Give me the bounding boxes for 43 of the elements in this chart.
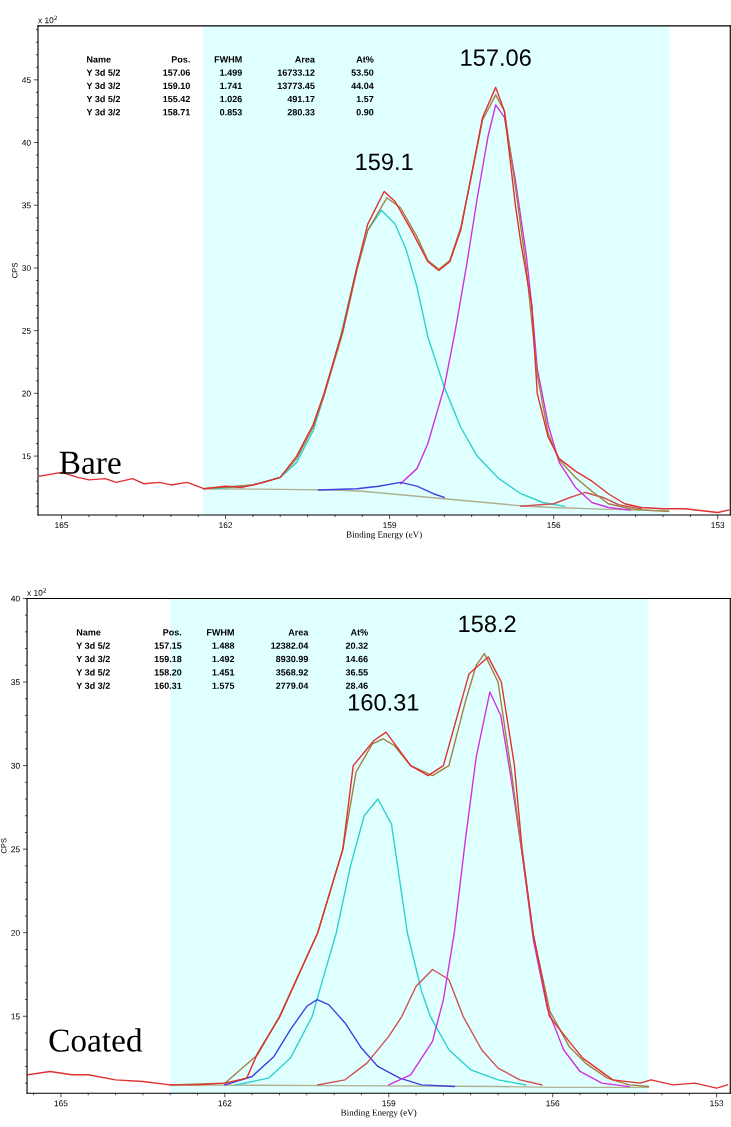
- x-axis-title: Binding Energy (eV): [346, 531, 422, 540]
- text: Y 3d 5/2 157.06 1.499 16733.12 53.50: [86, 69, 374, 76]
- text: Y 3d 3/2 159.18 1.492 8930.99 14.66: [76, 655, 368, 663]
- x-tick-label: 153: [710, 1100, 724, 1107]
- y-tick-label: 20: [11, 929, 20, 936]
- x-tick-label: 153: [711, 522, 725, 529]
- x-tick-label: 165: [54, 1100, 68, 1107]
- annotation: Bare: [59, 451, 121, 475]
- annotation: 160.31: [349, 694, 419, 711]
- y-tick-label: 15: [11, 1013, 20, 1020]
- annotation: 159.1: [356, 153, 413, 171]
- text: x 10$^{2}$: [27, 588, 47, 596]
- x-tick-label: 162: [218, 1100, 232, 1107]
- x-tick-label: 162: [219, 522, 233, 529]
- x-tick-label: 159: [382, 1100, 396, 1107]
- text: Y 3d 5/2 155.42 1.026 491.17 1.57: [86, 95, 374, 103]
- y-tick-label: 25: [11, 846, 20, 853]
- annotation: 158.2: [459, 615, 516, 633]
- y-tick-label: 15: [22, 453, 31, 460]
- text: Y 3d 3/2 159.10 1.741 13773.45 44.04: [86, 82, 374, 90]
- text: Name Pos. FWHM Area At%: [87, 56, 374, 63]
- y-tick-label: 20: [22, 390, 31, 397]
- x-tick-label: 159: [383, 522, 397, 529]
- y-tick-label: 25: [22, 327, 31, 334]
- x-tick-label: 156: [547, 522, 561, 529]
- x-axis-title: Binding Energy (eV): [340, 1109, 417, 1118]
- x-tick-label: 156: [546, 1100, 560, 1107]
- x-tick-label: 165: [55, 522, 69, 529]
- text: Y 3d 3/2 160.31 1.575 2779.04 28.46: [76, 682, 368, 690]
- text: Y 3d 5/2 157.15 1.488 12382.04 20.32: [76, 642, 368, 649]
- y-tick-label: 30: [22, 265, 31, 272]
- y-tick-label: 40: [11, 595, 20, 602]
- y-tick-label: 35: [22, 202, 31, 209]
- text: Y 3d 3/2 158.71 0.853 280.33 0.90: [86, 108, 374, 116]
- text: Name Pos. FWHM Area At%: [76, 629, 368, 636]
- y-tick-label: 30: [11, 762, 20, 769]
- y-tick-label: 40: [21, 139, 31, 146]
- text: Y 3d 5/2 158.20 1.451 3568.92 36.55: [76, 668, 368, 676]
- annotation: Coated: [49, 1028, 143, 1052]
- y-tick-label: 35: [11, 679, 20, 686]
- text: x 10$^{2}$: [38, 15, 57, 24]
- annotation: 157.06: [461, 49, 531, 67]
- y-tick-label: 45: [21, 77, 31, 83]
